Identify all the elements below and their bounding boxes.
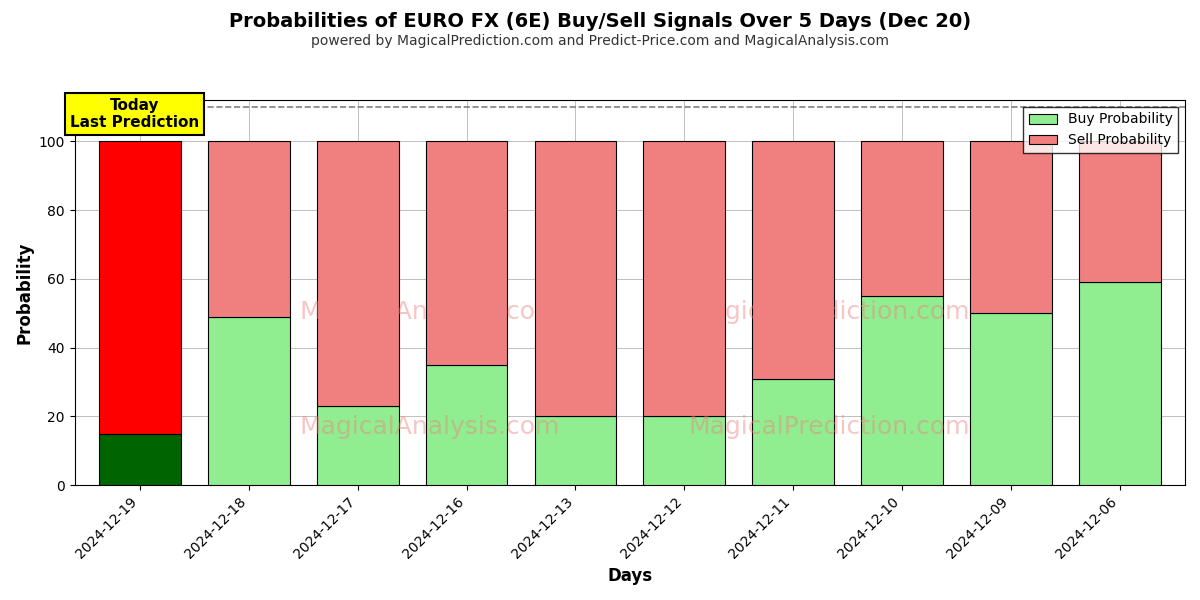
Bar	[862, 141, 943, 296]
Bar	[534, 416, 617, 485]
Bar	[970, 141, 1051, 313]
Bar	[100, 141, 181, 434]
Bar	[970, 313, 1051, 485]
Bar	[208, 141, 289, 317]
Bar	[752, 379, 834, 485]
Bar	[643, 416, 725, 485]
Bar	[317, 406, 398, 485]
Text: Today
Last Prediction: Today Last Prediction	[70, 98, 199, 130]
X-axis label: Days: Days	[607, 567, 653, 585]
Y-axis label: Probability: Probability	[16, 241, 34, 344]
Text: Probabilities of EURO FX (6E) Buy/Sell Signals Over 5 Days (Dec 20): Probabilities of EURO FX (6E) Buy/Sell S…	[229, 12, 971, 31]
Bar	[534, 141, 617, 416]
Bar	[208, 317, 289, 485]
Text: MagicalPrediction.com: MagicalPrediction.com	[689, 300, 971, 324]
Legend: Buy Probability, Sell Probability: Buy Probability, Sell Probability	[1024, 107, 1178, 153]
Text: powered by MagicalPrediction.com and Predict-Price.com and MagicalAnalysis.com: powered by MagicalPrediction.com and Pre…	[311, 34, 889, 48]
Bar	[862, 296, 943, 485]
Text: MagicalPrediction.com: MagicalPrediction.com	[689, 415, 971, 439]
Bar	[100, 434, 181, 485]
Text: MagicalAnalysis.com: MagicalAnalysis.com	[300, 300, 560, 324]
Bar	[426, 365, 508, 485]
Bar	[426, 141, 508, 365]
Bar	[1079, 141, 1160, 282]
Bar	[317, 141, 398, 406]
Bar	[1079, 282, 1160, 485]
Bar	[643, 141, 725, 416]
Bar	[752, 141, 834, 379]
Text: MagicalAnalysis.com: MagicalAnalysis.com	[300, 415, 560, 439]
